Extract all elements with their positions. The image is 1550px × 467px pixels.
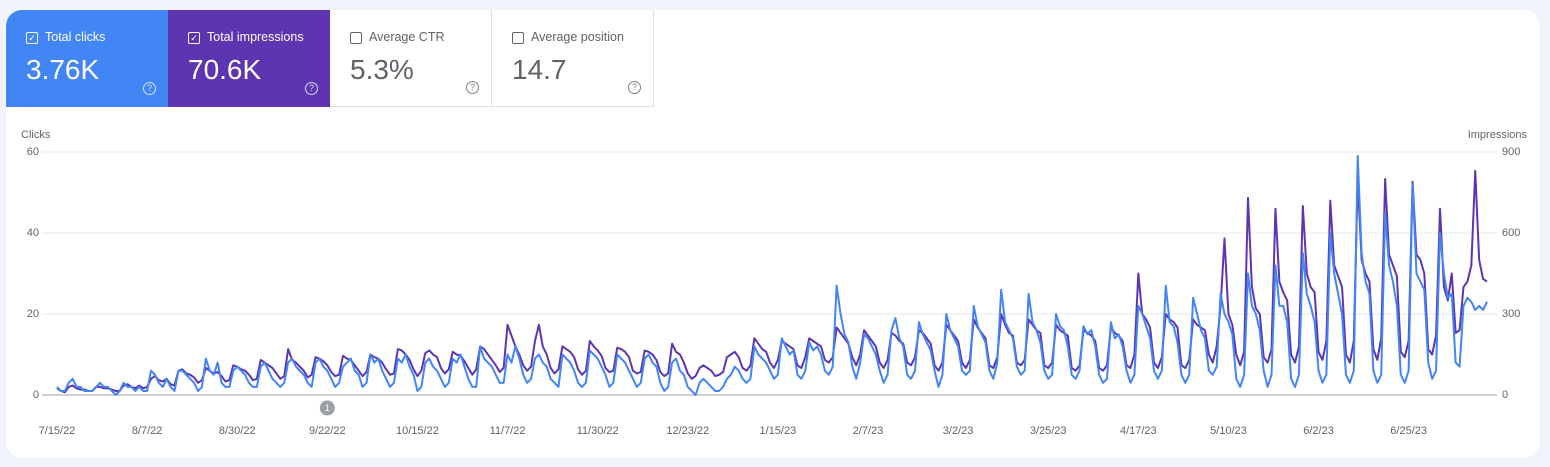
y2-tick-label: 300 <box>1502 308 1520 320</box>
x-tick-label: 1/15/23 <box>760 425 797 437</box>
x-tick-label: 10/15/22 <box>396 425 439 437</box>
metric-card[interactable]: ✓ Total impressions 70.6K? <box>168 10 330 107</box>
y-tick-label: 60 <box>27 146 39 158</box>
y2-tick-label: 0 <box>1502 389 1508 401</box>
x-tick-label: 3/25/23 <box>1030 425 1067 437</box>
metric-card[interactable]: ✓ Total clicks 3.76K? <box>6 10 168 107</box>
x-tick-label: 4/17/23 <box>1120 425 1157 437</box>
help-icon[interactable]: ? <box>305 82 318 95</box>
metric-card[interactable]: Average position 14.7? <box>492 10 654 107</box>
y-tick-label: 40 <box>27 227 39 239</box>
metric-label: Total impressions <box>207 30 304 44</box>
metric-label: Average CTR <box>369 30 445 44</box>
metric-label: Average position <box>531 30 624 44</box>
checkbox[interactable]: ✓ <box>26 32 38 44</box>
annotation-marker[interactable] <box>319 400 335 416</box>
help-icon[interactable]: ? <box>143 82 156 95</box>
y2-tick-label: 600 <box>1502 227 1520 239</box>
x-tick-label: 11/7/22 <box>490 425 526 437</box>
x-tick-label: 8/7/22 <box>132 425 163 437</box>
x-tick-label: 6/25/23 <box>1390 425 1427 437</box>
x-tick-label: 7/15/22 <box>39 425 76 437</box>
y-tick-label: 0 <box>33 389 39 401</box>
metric-card[interactable]: Average CTR 5.3%? <box>330 10 492 107</box>
checkbox[interactable] <box>512 32 524 44</box>
x-tick-label: 11/30/22 <box>577 425 619 437</box>
y-tick-label: 20 <box>27 308 39 320</box>
x-tick-label: 8/30/22 <box>219 425 256 437</box>
metric-value: 5.3% <box>350 54 414 85</box>
chart: Clicks Impressions 020406003006009007/15… <box>21 129 1528 437</box>
y-axis-title: Clicks <box>21 129 51 141</box>
series-line <box>56 169 1488 394</box>
y2-tick-label: 900 <box>1502 146 1520 158</box>
performance-panel: ✓ Total clicks 3.76K? ✓ Total impressions 70.… <box>6 10 1540 458</box>
x-tick-label: 2/7/23 <box>853 425 884 437</box>
annotation-label: 1 <box>325 403 330 413</box>
metric-value: 3.76K <box>26 54 100 85</box>
x-tick-label: 5/10/23 <box>1210 425 1247 437</box>
y2-axis-title: Impressions <box>1468 129 1528 141</box>
x-tick-label: 12/23/22 <box>666 425 709 437</box>
checkbox[interactable] <box>350 32 362 44</box>
metric-value: 14.7 <box>512 54 567 85</box>
metric-value: 70.6K <box>188 54 262 85</box>
series-line <box>56 155 1488 396</box>
help-icon[interactable]: ? <box>628 81 641 94</box>
metric-label: Total clicks <box>45 30 106 44</box>
x-tick-label: 6/2/23 <box>1303 425 1334 437</box>
help-icon[interactable]: ? <box>466 81 479 94</box>
x-tick-label: 3/2/23 <box>943 425 974 437</box>
checkbox[interactable]: ✓ <box>188 32 200 44</box>
x-tick-label: 9/22/22 <box>309 425 346 437</box>
